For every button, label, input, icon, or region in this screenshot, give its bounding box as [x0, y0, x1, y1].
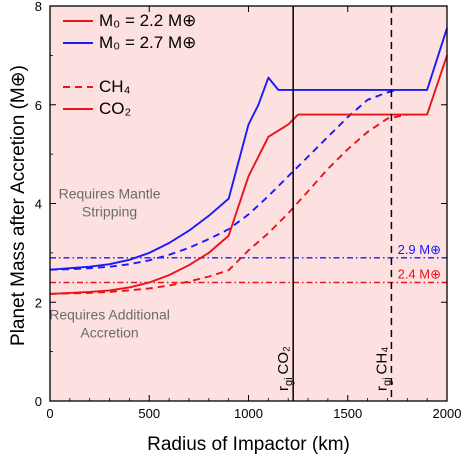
- legend-label: CH₄: [99, 77, 131, 96]
- y-tick-label: 4: [35, 197, 42, 212]
- y-tick-label: 2: [35, 295, 42, 310]
- x-axis-title: Radius of Impactor (km): [147, 434, 350, 455]
- legend-label: M₀ = 2.2 M⊕: [99, 11, 196, 30]
- x-tick-label: 1500: [333, 406, 362, 421]
- annotation-text: Stripping: [82, 204, 137, 220]
- y-tick-label: 8: [35, 0, 42, 14]
- series-line: [49, 113, 408, 295]
- series-line: [49, 55, 448, 295]
- x-tick-label: 2000: [433, 406, 462, 421]
- legend: M₀ = 2.2 M⊕ M₀ = 2.7 M⊕ CH₄ CO₂: [63, 11, 196, 118]
- vertical-line-label: rgiCH₄: [373, 347, 393, 391]
- y-tick-label: 6: [35, 98, 42, 113]
- annotation-text: Requires Mantle: [59, 186, 161, 202]
- y-axis-title: Planet Mass after Accretion (M⊕): [8, 65, 29, 346]
- horizontal-line-label: 2.9 M⊕: [398, 242, 441, 257]
- vertical-line-label: rgiCO₂: [275, 346, 295, 391]
- series-line: [49, 27, 448, 271]
- annotation-text: Requires Additional: [49, 307, 170, 323]
- x-tick-label: 500: [138, 406, 160, 421]
- y-tick-label: 0: [35, 394, 42, 409]
- legend-label: CO₂: [99, 99, 131, 118]
- vertical-reference-lines: rgiCO₂ rgiCH₄: [275, 6, 393, 401]
- plot-background: [50, 6, 447, 401]
- legend-label: M₀ = 2.7 M⊕: [99, 33, 196, 52]
- x-tick-label: 1000: [234, 406, 263, 421]
- axes: 0 500 1000 1500 2000 0 2 4 6 8: [35, 0, 462, 421]
- annotation-text: Accretion: [80, 325, 138, 341]
- x-tick-label: 0: [46, 406, 53, 421]
- series-line: [49, 88, 398, 271]
- series-lines: [49, 27, 448, 295]
- horizontal-reference-lines: 2.9 M⊕ 2.4 M⊕: [50, 242, 447, 284]
- region-annotations: Requires Mantle Stripping Requires Additio…: [49, 186, 170, 341]
- horizontal-line-label: 2.4 M⊕: [398, 267, 441, 282]
